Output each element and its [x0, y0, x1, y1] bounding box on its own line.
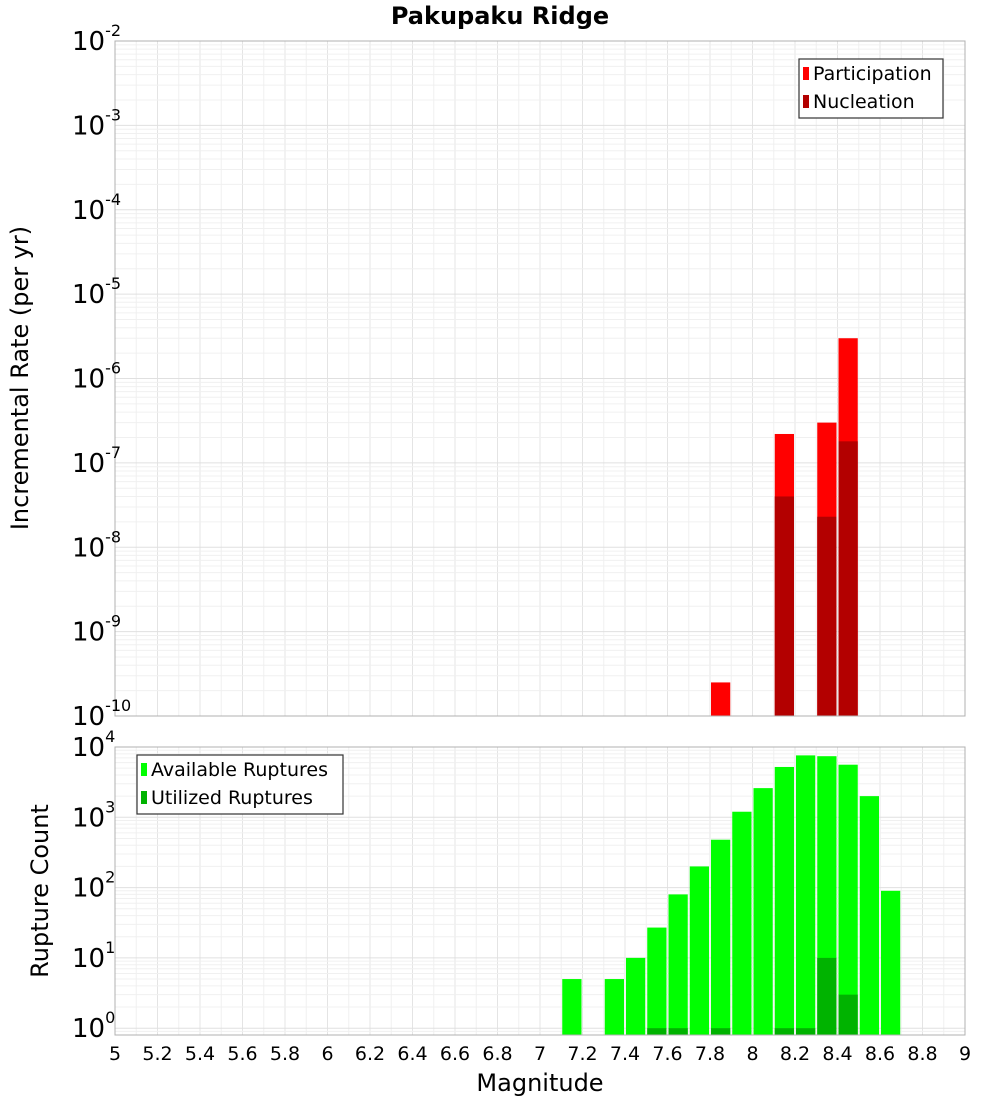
plot-border	[114, 746, 966, 1036]
legend-swatch	[803, 95, 809, 108]
bar	[668, 894, 688, 1035]
y-tick-label: 10-3	[72, 105, 121, 141]
x-tick-label: 8.4	[822, 1043, 852, 1065]
x-tick-label: 6	[321, 1043, 333, 1065]
bar	[774, 1028, 794, 1035]
x-tick-label: 6.6	[440, 1043, 470, 1065]
x-tick-label: 5.4	[185, 1043, 215, 1065]
bar	[838, 994, 858, 1035]
legend-swatch	[141, 763, 147, 776]
bar	[838, 441, 858, 716]
x-tick-label: 7.4	[610, 1043, 640, 1065]
y-tick-label: 104	[72, 727, 115, 763]
legend-label: Available Ruptures	[151, 759, 328, 781]
x-tick-label: 6.2	[355, 1043, 385, 1065]
y-tick-label: 101	[72, 938, 115, 974]
y-tick-label: 10-8	[72, 527, 121, 563]
x-axis-label: Magnitude	[476, 1069, 603, 1097]
bar	[774, 496, 794, 716]
x-tick-label: 5	[109, 1043, 121, 1065]
legend-swatch	[803, 67, 809, 80]
bar	[711, 839, 731, 1035]
chart-title: Pakupaku Ridge	[391, 2, 609, 30]
legend-label: Nucleation	[813, 91, 915, 113]
legend-swatch	[141, 791, 147, 804]
series-available-ruptures	[562, 755, 901, 1035]
rate-panel: 10-10 10-9 10-8 10-7 10-6 10-5 10-4 10-3 10-2 Inc…	[6, 21, 966, 732]
bar	[796, 1028, 816, 1035]
legend-box	[798, 58, 944, 119]
y-tick-label: 10-9	[72, 612, 121, 648]
bar	[774, 766, 794, 1035]
legend: Participation Nucleation	[798, 58, 944, 119]
x-tick-label: 5.8	[270, 1043, 300, 1065]
bar	[626, 957, 646, 1035]
x-tick-label: 7.8	[695, 1043, 725, 1065]
series-utilized-ruptures	[647, 957, 858, 1035]
x-tick-label: 5.2	[142, 1043, 172, 1065]
x-tick-label: 7.2	[567, 1043, 597, 1065]
x-tick-label: 8.8	[907, 1043, 937, 1065]
bar	[647, 1028, 667, 1035]
bar	[796, 755, 816, 1035]
y-tick-label: 10-6	[72, 359, 121, 395]
x-tick-label: 6.4	[397, 1043, 427, 1065]
y-tick-label: 10-7	[72, 443, 121, 479]
bar	[817, 516, 837, 716]
bar	[647, 927, 667, 1035]
legend-box	[136, 754, 344, 815]
x-tick-label: 5.6	[227, 1043, 257, 1065]
x-tick-label: 7	[534, 1043, 546, 1065]
legend-label: Utilized Ruptures	[151, 787, 313, 809]
y-tick-label: 10-10	[72, 696, 131, 732]
bar	[668, 1028, 688, 1035]
y-tick-label: 100	[72, 1008, 115, 1044]
y-tick-label: 10-5	[72, 274, 121, 310]
legend: Available Ruptures Utilized Ruptures	[136, 754, 344, 815]
x-tick-label: 7.6	[652, 1043, 682, 1065]
bar	[604, 979, 624, 1035]
bar	[732, 811, 752, 1035]
y-tick-label: 10-4	[72, 190, 121, 226]
y-axis-label: Incremental Rate (per yr)	[6, 226, 34, 530]
bar	[859, 796, 879, 1035]
count-panel: 100 101 102 103 104 Rupture Count 5 5.2 5.4 5.6 5.…	[26, 727, 971, 1097]
y-tick-label: 102	[72, 868, 115, 904]
bar	[711, 682, 731, 716]
x-tick-label: 9	[959, 1043, 971, 1065]
bar	[711, 1028, 731, 1035]
plot-border	[114, 40, 966, 717]
bar	[881, 890, 901, 1035]
x-tick-label: 8.2	[780, 1043, 810, 1065]
grid	[114, 40, 966, 717]
x-tick-label: 8	[746, 1043, 758, 1065]
legend-label: Participation	[813, 63, 932, 85]
bar	[562, 979, 582, 1035]
x-tick-label: 8.6	[865, 1043, 895, 1065]
y-tick-label: 103	[72, 797, 115, 833]
bar	[689, 866, 709, 1035]
series-nucleation	[774, 441, 858, 716]
y-tick-label: 10-2	[72, 21, 121, 57]
y-axis-label: Rupture Count	[26, 804, 54, 978]
x-tick-label: 6.8	[482, 1043, 512, 1065]
bar	[817, 957, 837, 1035]
bar	[838, 764, 858, 1035]
bar	[753, 788, 773, 1035]
